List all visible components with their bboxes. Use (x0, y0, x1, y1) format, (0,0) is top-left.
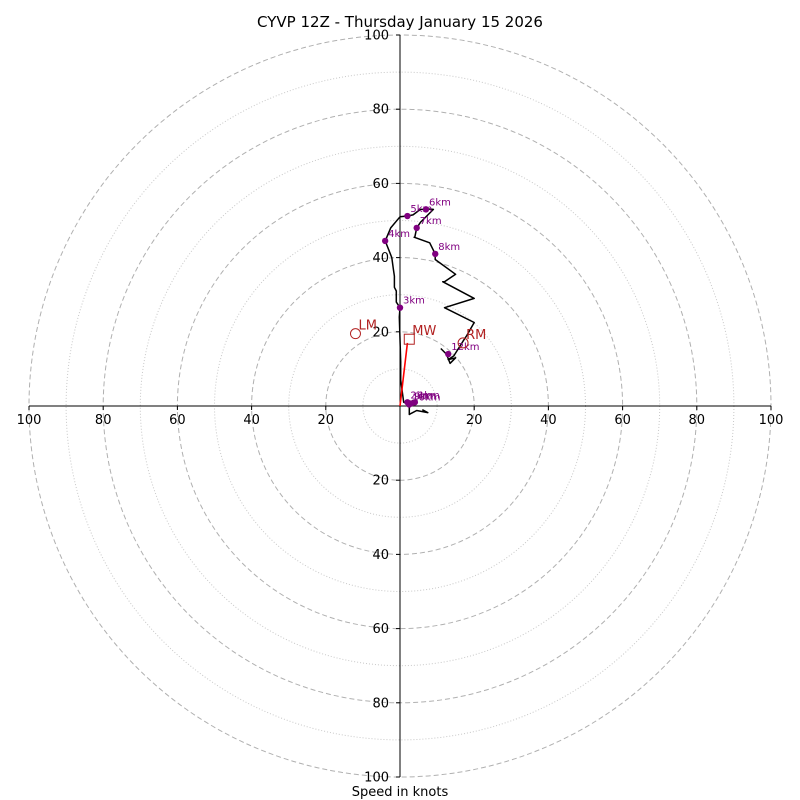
y-tick-label-down-40: 40 (372, 548, 389, 563)
height-label-9km: 9km (414, 391, 436, 402)
height-marker-10km (406, 401, 413, 408)
x-tick-label-left-60: 60 (169, 413, 186, 428)
storm-motion-rm-label: RM (466, 328, 486, 343)
storm-motion-layer: RM LM MW (349, 319, 486, 349)
height-marker-7km (413, 224, 420, 232)
height-marker-4km (381, 237, 389, 245)
y-tick-label-down-100: 100 (364, 771, 389, 786)
x-tick-label-left-100: 100 (17, 413, 42, 428)
mean-wind-vector (399, 342, 409, 407)
x-tick-label-right-40: 40 (540, 413, 557, 428)
height-label-4km: 4km (388, 229, 410, 240)
height-marker-3km (396, 304, 404, 311)
height-label-7km: 7km (420, 216, 442, 227)
y-tick-label-up-80: 80 (372, 103, 389, 118)
height-label-8km: 8km (438, 242, 460, 253)
storm-motion-mw-label: MW (412, 324, 436, 339)
storm-motion-lm-marker (349, 328, 361, 340)
y-tick-label-up-100: 100 (364, 29, 389, 44)
y-tick-label-down-80: 80 (372, 696, 389, 711)
y-tick-label-up-40: 40 (372, 251, 389, 266)
x-tick-label-left-80: 80 (95, 413, 112, 428)
storm-motion-rm-marker (457, 337, 469, 349)
height-label-10km: 10km (412, 393, 440, 404)
x-tick-label-right-100: 100 (759, 413, 784, 428)
height-label-3km: 3km (403, 296, 425, 307)
chart-title: CYVP 12Z - Thursday January 15 2026 (257, 13, 543, 31)
axis-ticks: 20 20 20 20 40 40 40 40 60 60 60 60 80 80 80 80 100 100 10… (17, 29, 784, 786)
x-axis-label: Speed in knots (352, 785, 449, 800)
height-marker-5km (404, 212, 411, 220)
height-label-6km: 6km (429, 197, 451, 208)
storm-motion-mw-marker (403, 333, 415, 345)
height-label-2km: 2km (410, 390, 432, 401)
height-marker-6km (422, 206, 430, 213)
height-marker-12km (445, 350, 452, 358)
height-label-5km: 5km (410, 204, 432, 215)
y-tick-label-down-20: 20 (372, 474, 389, 489)
x-tick-label-right-20: 20 (466, 413, 483, 428)
height-label-1km: 1km (418, 390, 440, 401)
height-marker-8km (432, 250, 439, 258)
storm-motion-lm-label: LM (358, 319, 376, 334)
y-tick-label-up-60: 60 (372, 177, 389, 192)
x-tick-label-right-80: 80 (689, 413, 706, 428)
x-tick-label-left-20: 20 (318, 413, 335, 428)
x-tick-label-left-40: 40 (243, 413, 260, 428)
x-tick-label-right-60: 60 (614, 413, 631, 428)
y-tick-label-up-20: 20 (372, 325, 389, 340)
y-tick-label-down-60: 60 (372, 622, 389, 637)
